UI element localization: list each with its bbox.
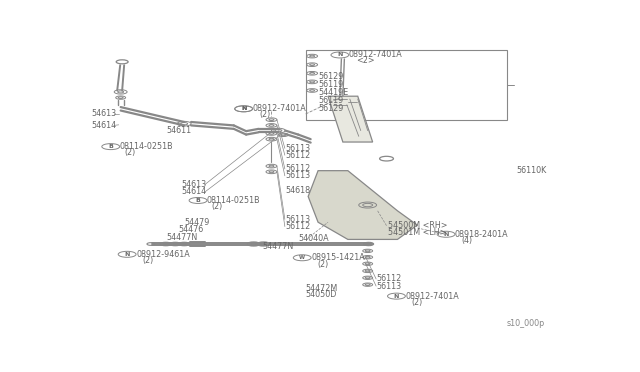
Text: 54613: 54613	[91, 109, 116, 118]
Text: 56113: 56113	[286, 215, 311, 224]
Text: 56113: 56113	[376, 282, 402, 291]
Text: 54479: 54479	[184, 218, 209, 227]
Text: (2): (2)	[260, 110, 271, 119]
Text: 56119: 56119	[318, 96, 343, 105]
Text: 08912-7401A: 08912-7401A	[405, 292, 459, 301]
Text: 08912-7401A: 08912-7401A	[253, 104, 307, 113]
Text: 54477N: 54477N	[262, 242, 294, 251]
Polygon shape	[308, 171, 417, 240]
Text: N: N	[241, 106, 246, 111]
Text: 56113: 56113	[286, 144, 311, 153]
Text: 08114-0251B: 08114-0251B	[207, 196, 260, 205]
Text: <2>: <2>	[356, 56, 374, 65]
Text: 56113: 56113	[286, 171, 311, 180]
Text: (2): (2)	[211, 202, 222, 211]
Text: (2): (2)	[412, 298, 422, 307]
Text: 08912-9461A: 08912-9461A	[136, 250, 190, 259]
Text: B: B	[108, 144, 113, 149]
Text: (2): (2)	[125, 148, 136, 157]
Text: 08915-1421A: 08915-1421A	[311, 253, 365, 262]
Text: 56112: 56112	[286, 222, 311, 231]
Text: 56129: 56129	[318, 104, 344, 113]
Text: 56112: 56112	[286, 151, 311, 160]
Text: N: N	[241, 106, 246, 111]
Text: 08114-0251B: 08114-0251B	[120, 142, 173, 151]
Text: 54611: 54611	[167, 126, 192, 135]
Text: 54050D: 54050D	[306, 291, 337, 299]
Text: 54477N: 54477N	[167, 233, 198, 242]
Text: 56119: 56119	[318, 80, 343, 89]
Text: 54040A: 54040A	[298, 234, 329, 243]
Text: 54501M <LH>: 54501M <LH>	[388, 228, 446, 237]
Text: N: N	[337, 52, 342, 57]
Text: 56110K: 56110K	[516, 166, 547, 175]
Text: (2): (2)	[143, 256, 154, 265]
Ellipse shape	[364, 242, 374, 246]
Bar	[306, 50, 507, 120]
Text: 54618: 54618	[286, 186, 311, 195]
Text: 54614: 54614	[91, 121, 116, 130]
Text: 56129: 56129	[318, 72, 344, 81]
Text: 08918-2401A: 08918-2401A	[455, 230, 509, 239]
Text: B: B	[196, 198, 200, 203]
Text: 08912-7401A: 08912-7401A	[349, 51, 403, 60]
Text: 54419E: 54419E	[318, 88, 348, 97]
Text: 54476: 54476	[178, 225, 204, 234]
Polygon shape	[328, 96, 372, 142]
Text: 56112: 56112	[376, 275, 402, 283]
Text: 54500M <RH>: 54500M <RH>	[388, 221, 447, 230]
Text: (2): (2)	[317, 260, 328, 269]
Text: 56112: 56112	[286, 164, 311, 173]
Text: N: N	[124, 252, 130, 257]
Text: (4): (4)	[461, 236, 472, 245]
Text: N: N	[394, 294, 399, 299]
Text: N: N	[444, 232, 449, 237]
Text: 54614: 54614	[182, 187, 207, 196]
Text: 54472M: 54472M	[306, 284, 338, 293]
Text: 54613: 54613	[182, 180, 207, 189]
Text: s10_000p: s10_000p	[507, 319, 545, 328]
Text: W: W	[299, 255, 305, 260]
